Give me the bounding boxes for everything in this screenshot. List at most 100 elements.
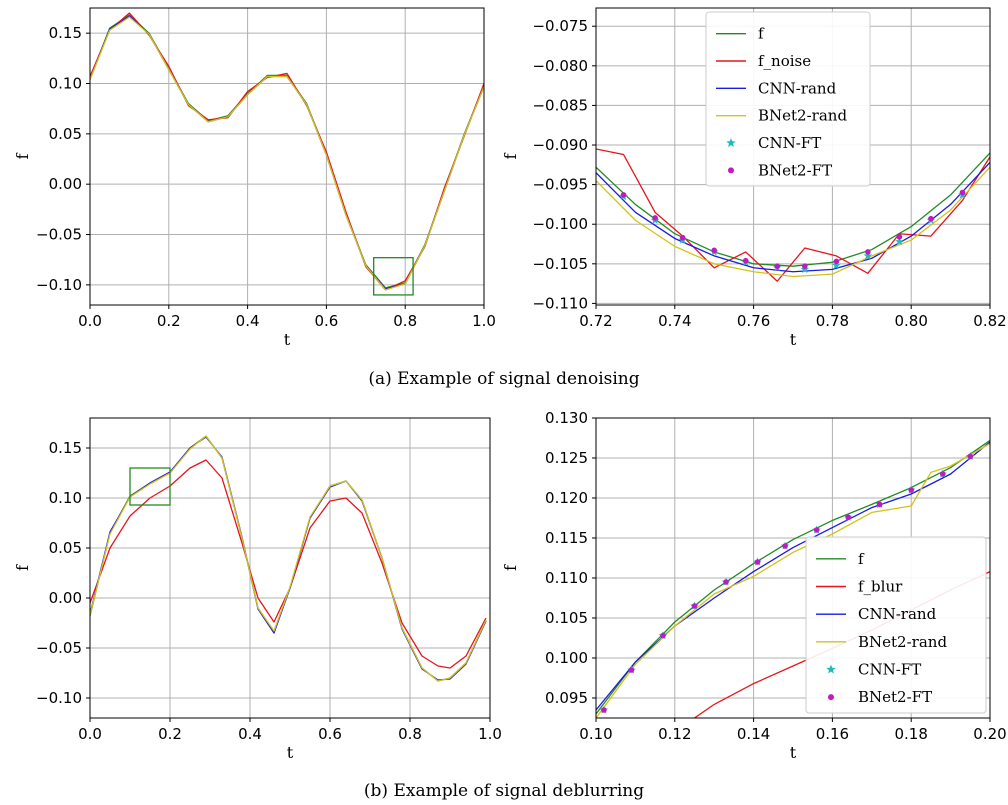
y-axis-label: f xyxy=(13,564,32,571)
marker-BNet2-FT xyxy=(967,453,974,460)
x-tick-label: 0.4 xyxy=(238,725,262,743)
series-line-CNN-rand xyxy=(90,436,487,681)
x-tick-label: 0.8 xyxy=(393,312,417,330)
y-tick-label: 0.10 xyxy=(49,489,82,507)
x-tick-label: 0.6 xyxy=(318,725,342,743)
y-tick-label: −0.080 xyxy=(532,57,588,75)
y-tick-label: 0.130 xyxy=(545,409,588,427)
marker-CNN-FT xyxy=(832,260,841,270)
zoom-box xyxy=(129,467,171,506)
y-tick-label: −0.05 xyxy=(36,226,82,244)
series-line-f xyxy=(596,152,990,267)
axes-frame xyxy=(595,417,991,719)
x-tick-label: 0.6 xyxy=(314,312,338,330)
legend-box xyxy=(705,11,871,187)
y-tick-label: −0.090 xyxy=(532,136,588,154)
x-tick-label: 0.78 xyxy=(816,312,849,330)
legend-label-f: f xyxy=(758,25,765,43)
marker-BNet2-FT xyxy=(928,215,934,222)
marker-BNet2-FT xyxy=(845,514,851,520)
axes-frame xyxy=(595,7,991,306)
y-tick-label: −0.10 xyxy=(36,689,82,707)
chart-a-zoomed: 0.72 0.74 0.76 0.78 0.80 0.82 −0.075 −0.080 −0.0… xyxy=(501,7,1007,349)
legend-swatch-BNet2-FT xyxy=(728,167,734,174)
y-tick-label: 0.125 xyxy=(545,449,588,467)
marker-BNet2-FT xyxy=(782,543,788,549)
x-tick-label: 0.10 xyxy=(579,725,612,743)
series-line-BNet2-rand xyxy=(90,16,484,291)
marker-BNet2-FT xyxy=(754,559,761,565)
legend-label-f: f xyxy=(858,550,865,568)
x-tick-label: 0.16 xyxy=(816,725,849,743)
legend: f f_noise CNN-rand BNet2-rand CNN-FT BNet2-FT xyxy=(705,11,871,187)
series-line-f_noise xyxy=(90,12,484,291)
y-tick-label: −0.085 xyxy=(532,96,588,114)
x-tick-label: 0.0 xyxy=(78,312,102,330)
x-axis-label: t xyxy=(287,743,294,762)
marker-BNet2-FT xyxy=(691,603,698,609)
series-line-BNet2-rand xyxy=(90,435,487,682)
chart-a-full-signal: 0.0 0.2 0.4 0.6 0.8 1.0 0.15 0.10 0.05 0.00 −0.05 −… xyxy=(13,7,496,349)
legend-label-f_noise: f_noise xyxy=(758,52,811,70)
x-tick-label: 0.74 xyxy=(658,312,691,330)
marker-BNet2-FT xyxy=(876,501,883,508)
y-tick-label: 0.105 xyxy=(545,609,588,627)
series-line-CNN-rand xyxy=(90,15,484,290)
legend-label-CNN-rand: CNN-rand xyxy=(758,79,837,97)
series-line-BNet2-rand xyxy=(596,166,990,278)
caption-b: (b) Example of signal deblurring xyxy=(364,781,644,801)
marker-BNet2-FT xyxy=(601,707,607,713)
y-tick-label: 0.00 xyxy=(49,589,82,607)
plot-area xyxy=(90,12,484,291)
marker-BNet2-FT xyxy=(711,247,717,254)
x-tick-label: 0.82 xyxy=(973,312,1006,330)
marker-BNet2-FT xyxy=(620,192,627,198)
x-tick-label: 0.0 xyxy=(78,725,102,743)
marker-BNet2-FT xyxy=(865,249,871,255)
x-tick-label: 0.76 xyxy=(737,312,770,330)
x-tick-label: 0.2 xyxy=(158,725,182,743)
x-tick-label: 0.4 xyxy=(236,312,260,330)
x-tick-label: 0.72 xyxy=(579,312,612,330)
plot-area xyxy=(596,148,990,282)
y-tick-label: −0.100 xyxy=(532,215,588,233)
legend-label-BNet2-FT: BNet2-FT xyxy=(858,688,932,706)
marker-BNet2-FT xyxy=(628,667,635,673)
marker-BNet2-FT xyxy=(813,527,820,533)
chart-b-full-signal: 0.0 0.2 0.4 0.6 0.8 1.0 0.15 0.10 0.05 0.00 −0.05 −… xyxy=(13,417,502,762)
legend-label-BNet2-rand: BNet2-rand xyxy=(758,107,847,125)
y-tick-label: 0.100 xyxy=(545,649,588,667)
y-tick-label: 0.15 xyxy=(49,439,82,457)
marker-CNN-FT xyxy=(895,237,904,246)
y-tick-label: −0.075 xyxy=(532,17,588,35)
y-axis-label: f xyxy=(13,152,32,159)
x-tick-label: 0.8 xyxy=(398,725,422,743)
y-tick-label: 0.15 xyxy=(49,24,82,42)
axes-frame xyxy=(89,7,485,306)
x-tick-label: 0.80 xyxy=(894,312,927,330)
x-axis-label: t xyxy=(284,330,291,349)
x-axis-label: t xyxy=(790,743,797,762)
x-tick-label: 0.18 xyxy=(894,725,927,743)
chart-b-zoomed: 0.10 0.12 0.14 0.16 0.18 0.20 0.130 0.125 0.120 0… xyxy=(501,409,1007,762)
marker-BNet2-FT xyxy=(652,215,658,221)
marker-BNet2-FT xyxy=(833,258,840,265)
y-tick-label: 0.00 xyxy=(49,175,82,193)
x-axis-label: t xyxy=(790,330,797,349)
y-axis-label: f xyxy=(501,564,520,571)
y-tick-label: 0.110 xyxy=(545,569,588,587)
marker-BNet2-FT xyxy=(660,632,666,639)
marker-BNet2-FT xyxy=(802,263,808,269)
plot-area xyxy=(90,435,487,682)
legend-swatch-CNN-FT xyxy=(826,664,836,674)
legend-label-f_blur: f_blur xyxy=(858,578,903,596)
marker-BNet2-FT xyxy=(774,263,781,269)
y-tick-label: −0.095 xyxy=(532,176,588,194)
y-tick-label: 0.05 xyxy=(49,539,82,557)
x-tick-label: 0.2 xyxy=(157,312,181,330)
legend-label-CNN-FT: CNN-FT xyxy=(758,134,821,152)
marker-BNet2-FT xyxy=(679,234,686,241)
y-tick-label: 0.05 xyxy=(49,125,82,143)
legend-label-BNet2-FT: BNet2-FT xyxy=(758,161,832,179)
